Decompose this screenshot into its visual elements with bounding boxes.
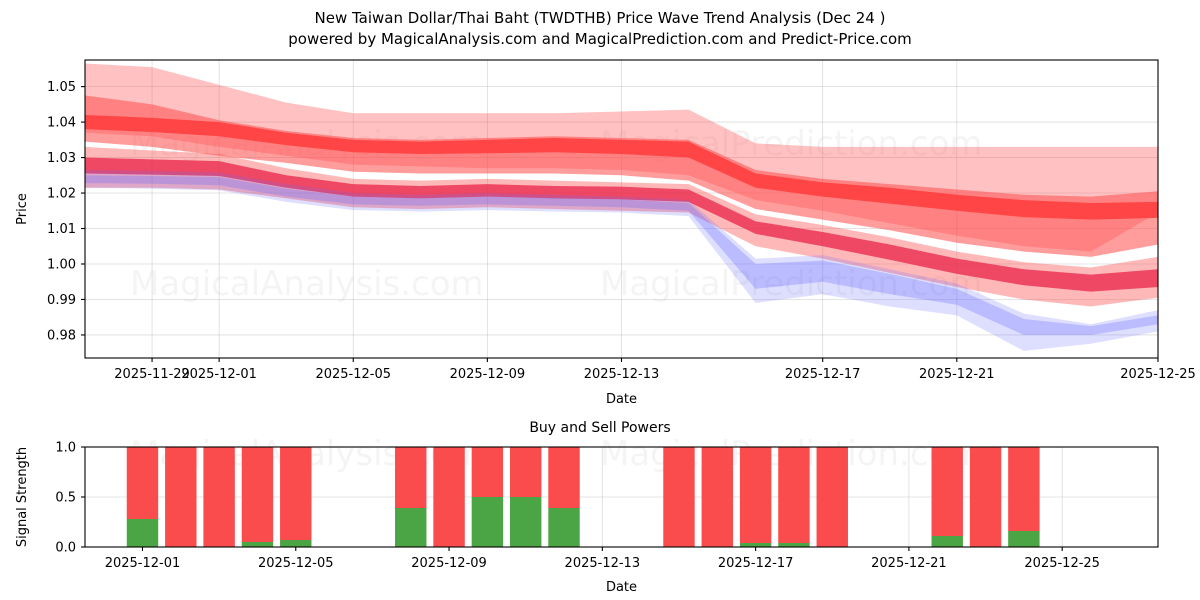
buy-sell-powers-chart: MagicalAnalysis.comMagicalPrediction.com… xyxy=(15,435,1159,595)
bar-group xyxy=(126,447,1040,547)
x-tick-label: 2025-12-25 xyxy=(1120,367,1196,382)
page-title: New Taiwan Dollar/Thai Baht (TWDTHB) Pri… xyxy=(314,9,886,27)
x-tick-label: 2025-12-05 xyxy=(315,367,391,382)
bar-stack[interactable] xyxy=(471,447,504,547)
bar-segment-sell[interactable] xyxy=(548,447,580,508)
bar-stack[interactable] xyxy=(739,447,772,547)
x-tick-label: 2025-12-25 xyxy=(1024,556,1100,571)
bar-segment-sell[interactable] xyxy=(663,447,695,547)
bar-stack[interactable] xyxy=(126,447,159,547)
y-tick-label: 0.5 xyxy=(55,491,76,506)
bar-segment-buy[interactable] xyxy=(241,542,274,547)
bar-stack[interactable] xyxy=(203,447,235,547)
bar-stack[interactable] xyxy=(280,447,312,547)
x-tick-label: 2025-12-01 xyxy=(105,556,181,571)
price-band-mid-upper-red xyxy=(85,95,1158,257)
bar-stack[interactable] xyxy=(241,447,274,547)
bar-segment-sell[interactable] xyxy=(126,447,159,519)
price-bands xyxy=(85,63,1158,351)
y-tick-label: 1.04 xyxy=(47,116,76,131)
bar-stack[interactable] xyxy=(165,447,197,547)
y-tick-label: 0.99 xyxy=(47,293,76,308)
watermark-text: MagicalPrediction.com xyxy=(600,264,983,304)
bar-segment-sell[interactable] xyxy=(969,447,1002,547)
bar-stack[interactable] xyxy=(816,447,848,547)
price-band-blue-outer xyxy=(85,169,1158,351)
x-tick-label: 2025-12-09 xyxy=(450,367,526,382)
bar-stack[interactable] xyxy=(395,447,427,547)
bar-segment-sell[interactable] xyxy=(509,447,542,497)
bar-segment-sell[interactable] xyxy=(395,447,427,508)
chart-title-block: New Taiwan Dollar/Thai Baht (TWDTHB) Pri… xyxy=(0,8,1200,50)
y-axis-label: Price xyxy=(15,193,30,225)
price-wave-chart: MagicalAnalysis.com MagicalPrediction.com… xyxy=(15,59,1196,407)
bar-stack[interactable] xyxy=(931,447,963,547)
x-tick-label: 2025-12-13 xyxy=(584,367,660,382)
bar-segment-buy[interactable] xyxy=(548,508,580,547)
bar-segment-sell[interactable] xyxy=(280,447,312,540)
bar-segment-sell[interactable] xyxy=(203,447,235,547)
bar-segment-buy[interactable] xyxy=(280,540,312,547)
bar-segment-buy[interactable] xyxy=(509,497,542,547)
bar-stack[interactable] xyxy=(701,447,734,547)
bar-segment-buy[interactable] xyxy=(395,508,427,547)
bar-stack[interactable] xyxy=(1008,447,1040,547)
bar-segment-buy[interactable] xyxy=(471,497,504,547)
bar-segment-buy[interactable] xyxy=(931,536,963,547)
x-tick-label: 2025-12-17 xyxy=(785,367,861,382)
bar-stack[interactable] xyxy=(548,447,580,547)
gridlines xyxy=(85,60,1159,358)
bar-stack[interactable] xyxy=(509,447,542,547)
bar-segment-buy[interactable] xyxy=(778,543,810,547)
y-tick-label: 1.01 xyxy=(47,222,76,237)
watermark-layer: MagicalAnalysis.com MagicalPrediction.com… xyxy=(130,124,983,304)
x-tick-label: 2025-12-13 xyxy=(565,556,641,571)
y-axis: 0.0 0.5 1.0 xyxy=(55,441,85,556)
y-tick-label: 0.98 xyxy=(47,328,76,343)
x-tick-label: 2025-12-17 xyxy=(718,556,794,571)
bar-segment-sell[interactable] xyxy=(701,447,734,547)
bar-segment-sell[interactable] xyxy=(739,447,772,543)
page-subtitle: powered by MagicalAnalysis.com and Magic… xyxy=(288,30,912,48)
y-axis: 1.05 1.04 1.03 1.02 1.01 1.00 0.99 0.98 xyxy=(47,80,85,343)
x-tick-label: 2025-12-21 xyxy=(919,367,995,382)
x-axis-label: Date xyxy=(606,580,637,595)
y-tick-label: 1.05 xyxy=(47,80,76,95)
y-tick-label: 1.0 xyxy=(55,441,76,456)
watermark-text: MagicalAnalysis.com xyxy=(130,264,484,304)
bar-segment-buy[interactable] xyxy=(739,543,772,547)
bar-segment-sell[interactable] xyxy=(165,447,197,547)
bar-segment-sell[interactable] xyxy=(433,447,465,547)
x-axis-label: Date xyxy=(606,392,637,407)
bar-segment-sell[interactable] xyxy=(778,447,810,543)
x-axis: 2025-12-01 2025-12-05 2025-12-09 2025-12-13… xyxy=(105,547,1100,571)
bar-segment-sell[interactable] xyxy=(241,447,274,542)
bar-segment-buy[interactable] xyxy=(126,519,159,547)
y-tick-label: 1.02 xyxy=(47,187,76,202)
x-tick-label: 2025-12-01 xyxy=(181,367,257,382)
x-tick-label: 2025-11-29 xyxy=(114,367,190,382)
bar-stack[interactable] xyxy=(433,447,465,547)
bar-segment-sell[interactable] xyxy=(471,447,504,497)
bar-stack[interactable] xyxy=(969,447,1002,547)
price-band-blue-inner xyxy=(85,175,1158,335)
bar-segment-sell[interactable] xyxy=(931,447,963,536)
bar-segment-buy[interactable] xyxy=(1008,531,1040,547)
bar-segment-sell[interactable] xyxy=(816,447,848,547)
price-band-lower-red-dark xyxy=(85,157,1158,292)
x-tick-label: 2025-12-05 xyxy=(258,556,334,571)
buy-sell-title: Buy and Sell Powers xyxy=(529,420,671,436)
y-tick-label: 1.03 xyxy=(47,151,76,166)
price-band-core-red xyxy=(85,114,1158,220)
x-tick-label: 2025-12-09 xyxy=(411,556,487,571)
bar-stack[interactable] xyxy=(663,447,695,547)
y-axis-label: Signal Strength xyxy=(15,447,30,547)
y-tick-label: 0.0 xyxy=(55,541,76,556)
bar-segment-sell[interactable] xyxy=(1008,447,1040,531)
y-tick-label: 1.00 xyxy=(47,257,76,272)
bar-stack[interactable] xyxy=(778,447,810,547)
x-tick-label: 2025-12-21 xyxy=(871,556,947,571)
